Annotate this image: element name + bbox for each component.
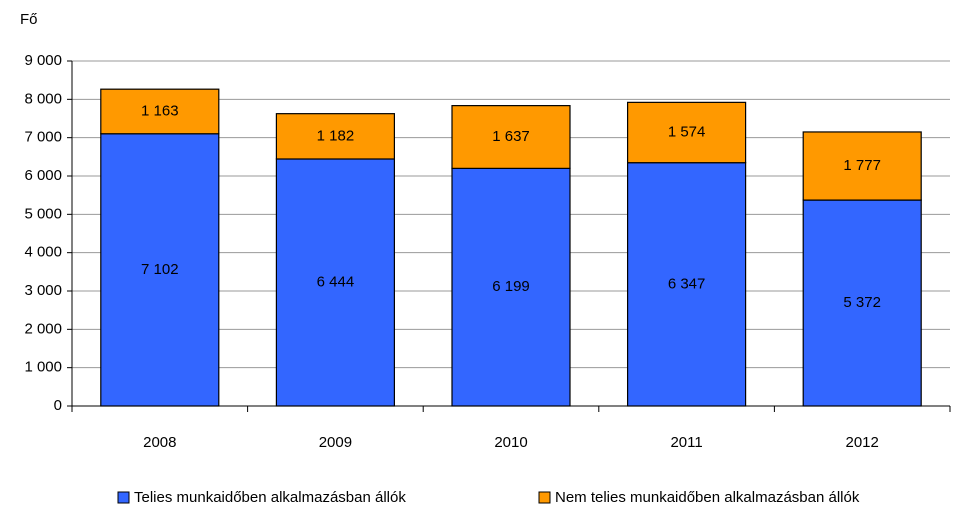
legend-label: Nem telies munkaidőben alkalmazásban áll… [555, 489, 860, 506]
data-label: 5 372 [843, 294, 881, 311]
bar-segment [626, 101, 747, 164]
data-label: 6 347 [668, 275, 706, 292]
bar-segment [451, 105, 571, 169]
data-label: 7 102 [141, 261, 179, 278]
legend-label: Telies munkaidőben alkalmazásban állók [134, 489, 406, 506]
y-tick-label: 8 000 [24, 90, 62, 107]
y-tick-label: 3 000 [24, 282, 62, 299]
bar-segment [802, 199, 922, 407]
y-tick-label: 4 000 [24, 244, 62, 261]
data-label: 1 182 [317, 127, 355, 144]
data-label: 6 444 [317, 273, 355, 290]
y-tick-label: 2 000 [24, 320, 62, 337]
x-tick-label: 2009 [319, 434, 352, 451]
y-tick-label: 1 000 [24, 359, 62, 376]
x-tick-label: 2008 [143, 434, 176, 451]
data-label: 1 777 [843, 157, 881, 174]
y-tick-label: 0 [54, 397, 62, 414]
data-label: 1 163 [141, 102, 179, 119]
data-label: 1 637 [492, 128, 530, 145]
legend-swatch [538, 491, 551, 504]
bar-segment [626, 162, 747, 407]
y-tick-label: 9 000 [24, 52, 62, 69]
bar-segment [100, 88, 220, 135]
y-tick-label: 5 000 [24, 205, 62, 222]
data-label: 1 574 [668, 123, 706, 140]
bar-segment [802, 131, 922, 201]
bar-segment [275, 158, 395, 407]
legend-swatch [117, 491, 130, 504]
bar-segment [275, 113, 395, 160]
x-tick-label: 2011 [670, 434, 702, 451]
x-tick-label: 2010 [494, 434, 527, 451]
y-axis-title: Fő [20, 11, 38, 28]
x-tick-label: 2012 [846, 434, 879, 451]
y-tick-label: 7 000 [24, 129, 62, 146]
bar-segment [451, 167, 571, 407]
bar-segment [100, 133, 220, 407]
y-tick-label: 6 000 [24, 167, 62, 184]
data-label: 6 199 [492, 278, 530, 295]
